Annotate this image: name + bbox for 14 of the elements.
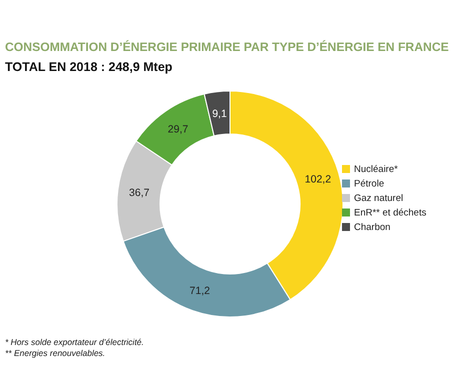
chart-title: CONSOMMATION D’ÉNERGIE PRIMAIRE PAR TYPE D’ÉNERGIE EN FRANCE [5, 40, 449, 54]
chart-subtitle: TOTAL EN 2018 : 248,9 Mtep [5, 60, 173, 74]
data-label: 102,2 [304, 173, 332, 186]
legend-label: Pétrole [354, 178, 384, 190]
legend-label: EnR** et déchets [354, 208, 427, 218]
data-label: 36,7 [129, 186, 150, 199]
data-label: 29,7 [168, 123, 188, 136]
data-label: 71,2 [190, 285, 210, 298]
legend-label: Nucléaire* [354, 164, 398, 175]
legend-label: Gaz naturel [354, 193, 404, 204]
data-label: 9,1 [212, 108, 227, 120]
legend-label: Charbon [354, 222, 390, 233]
text: ** Energies renouvelables. [5, 348, 106, 358]
text: * Hors solde exportateur d’électricité. [5, 337, 144, 347]
